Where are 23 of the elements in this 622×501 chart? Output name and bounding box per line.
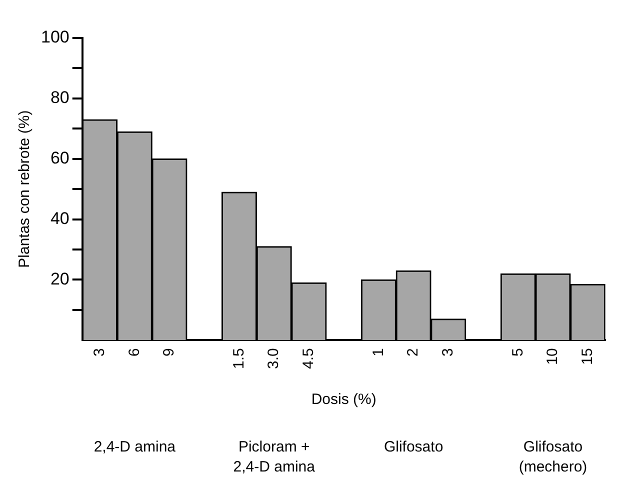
x-tick-label: 3 [90,348,108,356]
x-tick-label: 1.5 [230,348,248,370]
text: Picloram + 2,4-D amina [233,438,316,476]
text: Glifosato (mechero) [518,438,588,476]
x-tick-label: 4.5 [300,348,318,370]
y-tick-label: 100 [40,28,70,47]
x-tick-label: 9 [160,348,178,356]
x-axis-title: Dosis (%) [311,391,376,408]
y-tick-label: 20 [50,269,70,288]
x-tick-label: 10 [544,348,562,365]
x-tick-label: 6 [126,348,143,356]
x-tick-label: 5 [509,348,526,356]
y-tick-label: 60 [50,148,70,168]
x-tick-label: 3.0 [265,348,282,370]
x-tick-label: 15 [579,348,596,365]
x-tick-label: 1 [370,348,387,356]
text: 2,4-D amina [94,438,176,456]
y-axis-title: Plantas con rebrote (%) [16,110,34,268]
text: Glifosato [384,438,444,456]
x-tick-label: 2 [404,348,422,356]
y-tick-label: 80 [50,88,70,108]
y-tick-label: 40 [50,208,70,228]
x-tick-label: 3 [440,348,457,356]
